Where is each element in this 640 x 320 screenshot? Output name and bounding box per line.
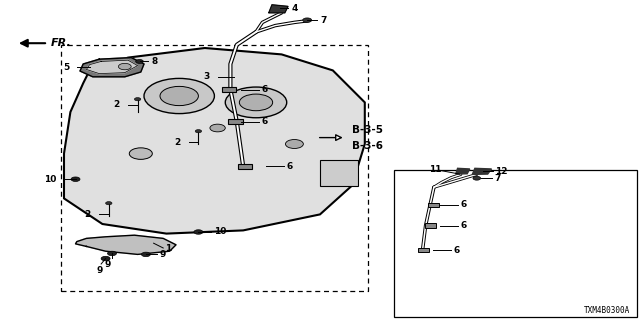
Text: 3: 3	[204, 72, 210, 81]
Text: 11: 11	[429, 165, 442, 174]
Text: 8: 8	[151, 57, 157, 66]
Bar	[425, 223, 436, 228]
Text: 5: 5	[63, 63, 69, 72]
Circle shape	[239, 94, 273, 111]
Polygon shape	[472, 168, 492, 174]
Text: TXM4B0300A: TXM4B0300A	[584, 306, 630, 315]
Text: FR.: FR.	[51, 38, 72, 48]
Text: 1: 1	[165, 244, 172, 253]
Text: 6: 6	[286, 162, 292, 171]
Circle shape	[225, 87, 287, 118]
Text: 6: 6	[262, 85, 268, 94]
Text: 6: 6	[262, 117, 268, 126]
Bar	[394, 170, 637, 317]
Circle shape	[134, 98, 141, 101]
Text: 2: 2	[84, 210, 91, 219]
Text: 9: 9	[96, 266, 102, 275]
Text: 7: 7	[494, 174, 500, 183]
Circle shape	[473, 176, 481, 180]
Circle shape	[210, 124, 225, 132]
Text: 7: 7	[320, 16, 326, 25]
Text: 10: 10	[214, 228, 226, 236]
Circle shape	[194, 230, 203, 234]
Text: 6: 6	[461, 221, 467, 230]
Text: 6: 6	[461, 200, 467, 209]
Bar	[428, 203, 439, 207]
Polygon shape	[86, 60, 138, 74]
Text: 2: 2	[174, 138, 180, 147]
Circle shape	[160, 86, 198, 106]
Text: 9: 9	[104, 260, 111, 269]
Circle shape	[101, 256, 110, 261]
Bar	[61, 45, 368, 291]
Circle shape	[136, 60, 143, 63]
Text: B-3-6: B-3-6	[352, 140, 383, 151]
Bar	[418, 248, 429, 252]
Bar	[222, 87, 236, 92]
Polygon shape	[76, 235, 176, 254]
Circle shape	[106, 202, 112, 205]
Circle shape	[144, 78, 214, 114]
Text: 12: 12	[495, 167, 508, 176]
Bar	[228, 119, 243, 124]
Polygon shape	[80, 58, 144, 77]
Bar	[238, 164, 252, 169]
Circle shape	[108, 251, 116, 256]
Polygon shape	[269, 5, 288, 13]
Circle shape	[118, 63, 131, 70]
Circle shape	[285, 140, 303, 148]
Text: 6: 6	[454, 246, 460, 255]
Polygon shape	[64, 48, 365, 234]
Polygon shape	[456, 168, 470, 174]
Circle shape	[71, 177, 80, 181]
Text: B-3-5: B-3-5	[352, 124, 383, 135]
Circle shape	[303, 18, 312, 22]
Circle shape	[195, 130, 202, 133]
Bar	[320, 160, 358, 186]
Text: 2: 2	[113, 100, 119, 109]
Text: 10: 10	[44, 175, 56, 184]
Circle shape	[129, 148, 152, 159]
Circle shape	[141, 252, 150, 257]
Text: 9: 9	[159, 250, 166, 259]
Text: 4: 4	[291, 4, 298, 12]
